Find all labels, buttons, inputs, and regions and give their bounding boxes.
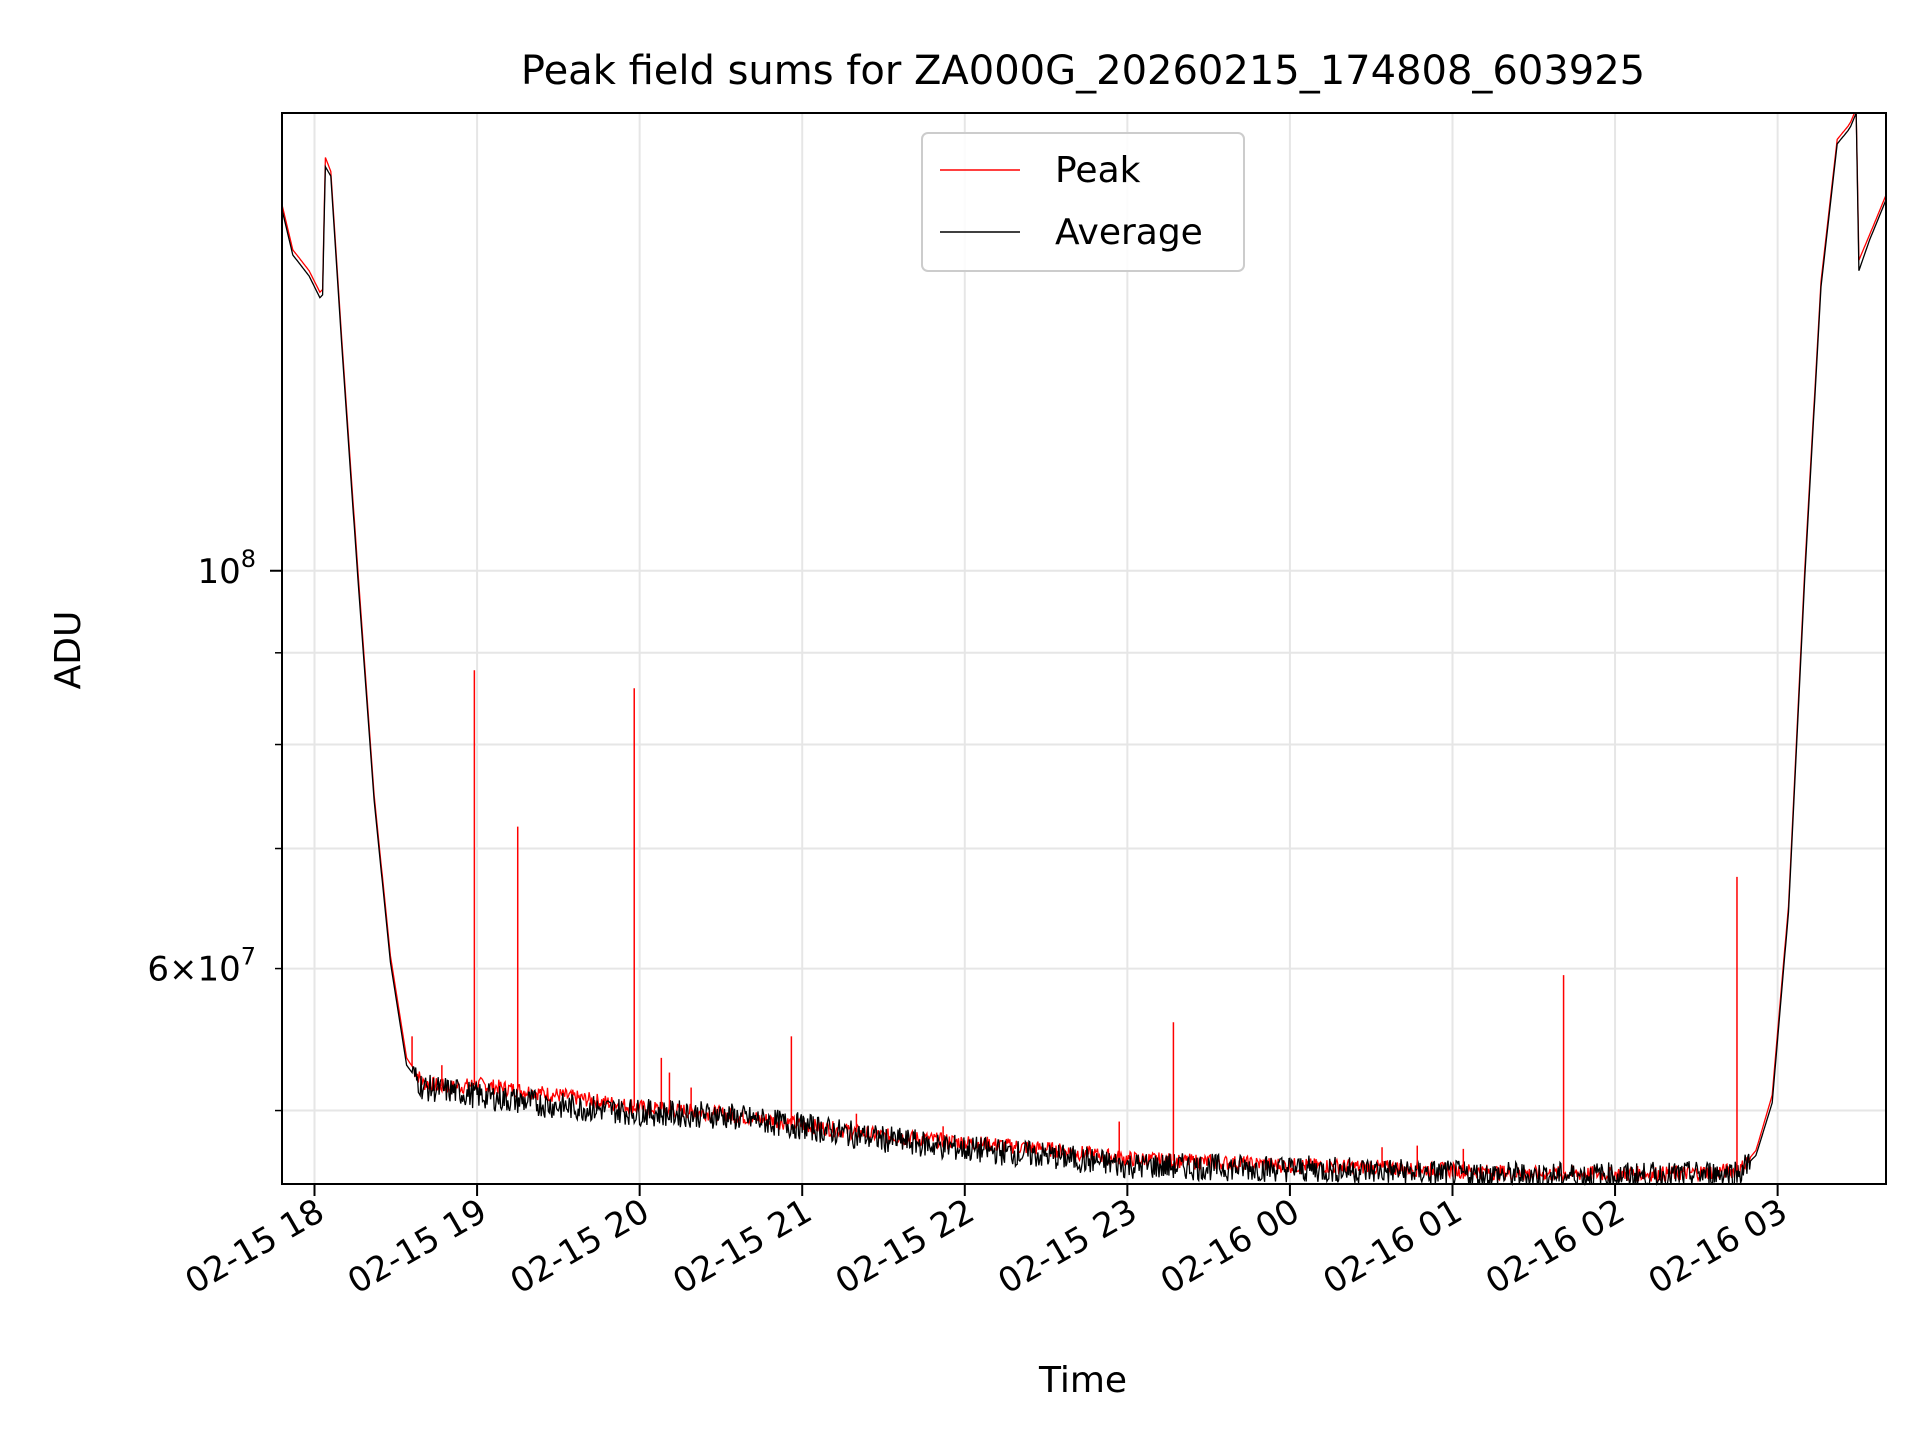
x-axis-label: Time (1038, 1360, 1127, 1401)
y-axis-label: ADU (48, 611, 89, 690)
y-tick-label: 6×107 (147, 943, 256, 990)
legend-peak-label: Peak (1055, 150, 1141, 191)
y-tick-label: 108 (197, 545, 256, 592)
chart-title: Peak field sums for ZA000G_20260215_1748… (521, 48, 1645, 94)
legend-average-label: Average (1055, 212, 1203, 253)
series-layer (281, 112, 1887, 1187)
legend-box (921, 132, 1245, 272)
plot-frame (281, 112, 1887, 1185)
grid-layer (282, 113, 1886, 1184)
legend: Peak Average (921, 132, 1245, 272)
series-line-average (281, 112, 1887, 1187)
